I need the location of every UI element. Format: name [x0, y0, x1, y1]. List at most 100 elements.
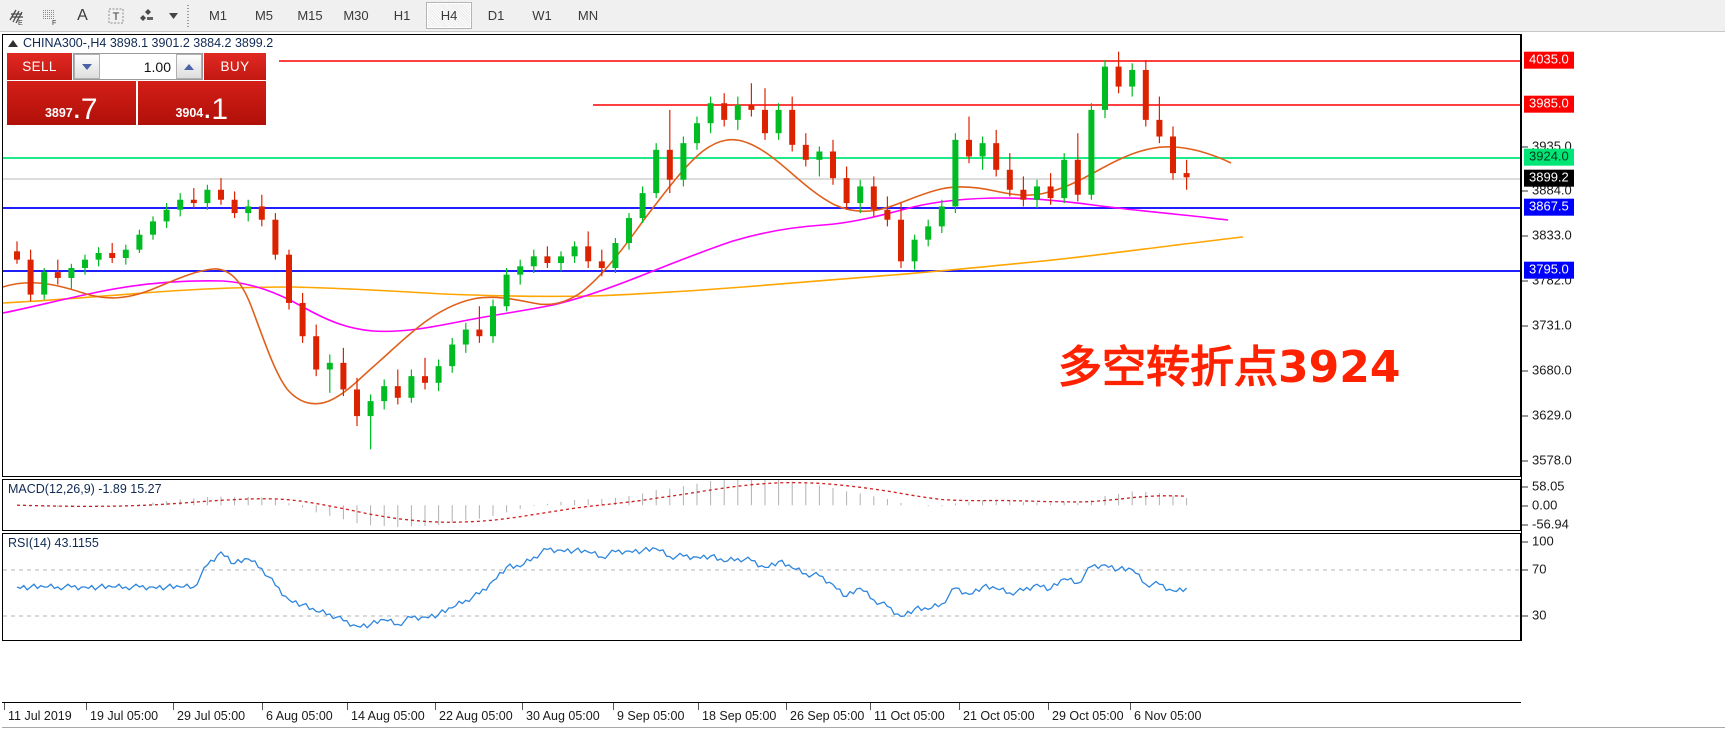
- time-label: 14 Aug 05:00: [351, 709, 425, 723]
- rsi-label: RSI(14) 43.1155: [8, 536, 99, 550]
- indicators-icon[interactable]: E: [0, 1, 33, 30]
- candle-body: [41, 272, 48, 295]
- one-click-trading-panel[interactable]: SELL 1.00 BUY 3897 . 7 3904 . 1: [7, 53, 266, 125]
- sell-price-display[interactable]: 3897 . 7: [7, 81, 136, 125]
- rsi-tick: 70: [1522, 562, 1546, 577]
- macd-tick: -56.94: [1522, 517, 1569, 532]
- candle-body: [27, 259, 34, 295]
- chart-annotation-text: 多空转折点3924: [1058, 342, 1401, 393]
- timeframe-w1[interactable]: W1: [532, 8, 552, 23]
- candle-body: [979, 143, 986, 157]
- time-tick: [522, 703, 523, 710]
- candle-body: [204, 189, 211, 204]
- price-tick: 3833.0: [1522, 228, 1572, 243]
- candle-body: [394, 386, 401, 398]
- time-label: 6 Nov 05:00: [1134, 709, 1202, 723]
- time-tick: [86, 703, 87, 710]
- candle-body: [272, 219, 279, 255]
- candle-body: [1074, 159, 1081, 195]
- objects-icon[interactable]: [132, 1, 165, 30]
- candle-body: [612, 243, 619, 268]
- buy-price-display[interactable]: 3904 . 1: [137, 81, 266, 125]
- candle-body: [245, 206, 252, 214]
- time-label: 21 Oct 05:00: [963, 709, 1035, 723]
- timeframe-m5[interactable]: M5: [254, 8, 274, 23]
- macd-indicator-panel[interactable]: MACD(12,26,9) -1.89 15.27: [2, 479, 1521, 531]
- candle-body: [1156, 119, 1163, 137]
- price-level-tag[interactable]: 3985.0: [1524, 95, 1574, 113]
- ma-slow-line: [3, 236, 1244, 304]
- buy-button[interactable]: BUY: [204, 53, 266, 80]
- price-level-tag[interactable]: 3899.2: [1524, 169, 1574, 187]
- price-level-tag[interactable]: 3867.5: [1524, 198, 1574, 216]
- candle-body: [857, 186, 864, 204]
- crosshair-grid-icon[interactable]: F: [33, 1, 66, 30]
- rsi-canvas: [3, 546, 1520, 629]
- text-box-icon[interactable]: T: [99, 1, 132, 30]
- price-level-tag[interactable]: 3924.0: [1524, 148, 1574, 166]
- candle-body: [558, 256, 564, 263]
- candle-body: [707, 103, 714, 124]
- price-tick: 3629.0: [1522, 408, 1572, 423]
- time-label: 11 Jul 2019: [8, 709, 72, 723]
- time-tick: [347, 703, 348, 710]
- timeframe-mn[interactable]: MN: [577, 8, 599, 23]
- candle-body: [367, 401, 374, 417]
- time-tick: [698, 703, 699, 710]
- candle-body: [1115, 66, 1122, 87]
- volume-input[interactable]: 1.00: [100, 54, 176, 79]
- price-scale[interactable]: 3935.0 3884.0 3833.0 3782.0 3731.0 3680.0 3629…: [1521, 34, 1725, 641]
- time-tick: [435, 703, 436, 710]
- time-label: 29 Oct 05:00: [1052, 709, 1124, 723]
- rsi-indicator-panel[interactable]: RSI(14) 43.1155: [2, 533, 1521, 641]
- collapse-triangle-icon[interactable]: [8, 39, 18, 47]
- candle-body: [163, 209, 170, 222]
- candle-body: [830, 151, 836, 179]
- chart-toolbar: E: [0, 0, 1725, 32]
- candle-body: [517, 266, 524, 275]
- svg-text:F: F: [52, 20, 56, 26]
- timeframe-h4[interactable]: H4: [426, 2, 472, 29]
- candle-body: [340, 362, 347, 390]
- candle-body: [190, 199, 197, 204]
- macd-signal-line: [16, 481, 1187, 523]
- timeframe-h1[interactable]: H1: [393, 8, 411, 23]
- time-tick: [1130, 703, 1131, 710]
- time-label: 26 Sep 05:00: [790, 709, 865, 723]
- candle-body: [422, 376, 428, 383]
- volume-decrease-button[interactable]: [74, 54, 100, 79]
- volume-stepper[interactable]: 1.00: [73, 53, 203, 80]
- candle-body: [626, 218, 632, 244]
- timeframe-m1[interactable]: M1: [208, 8, 228, 23]
- objects-dropdown-caret-icon[interactable]: [165, 1, 181, 30]
- rsi-tick: 30: [1522, 608, 1546, 623]
- candle-body: [911, 239, 918, 262]
- price-chart-canvas: [3, 51, 1520, 450]
- timeframe-d1[interactable]: D1: [487, 8, 505, 23]
- volume-increase-button[interactable]: [176, 54, 202, 79]
- text-label-icon[interactable]: A: [77, 6, 88, 24]
- symbol-quote-line: CHINA300-,H4 3898.1 3901.2 3884.2 3899.2: [8, 36, 273, 50]
- time-label: 30 Aug 05:00: [526, 709, 600, 723]
- candle-body: [571, 246, 578, 257]
- candle-body: [136, 234, 143, 250]
- candle-body: [938, 206, 945, 227]
- time-label: 6 Aug 05:00: [266, 709, 333, 723]
- main-price-chart[interactable]: 多空转折点3924: [2, 34, 1521, 477]
- candle-body: [734, 104, 741, 120]
- candle-body: [258, 206, 265, 220]
- timeframe-m15[interactable]: M15: [297, 8, 323, 23]
- candle-body: [1020, 189, 1027, 200]
- candle-body: [816, 151, 823, 160]
- time-label: 19 Jul 05:00: [90, 709, 159, 723]
- time-tick: [4, 703, 5, 710]
- sell-button[interactable]: SELL: [7, 53, 72, 80]
- price-level-tag[interactable]: 4035.0: [1524, 51, 1574, 69]
- candle-body: [748, 104, 755, 110]
- time-axis[interactable]: 11 Jul 2019 19 Jul 05:00 29 Jul 05:00 6 Aug…: [2, 702, 1521, 742]
- candle-body: [721, 103, 728, 120]
- timeframe-m30[interactable]: M30: [343, 8, 369, 23]
- candle-body: [490, 306, 496, 337]
- price-level-tag[interactable]: 3795.0: [1524, 261, 1574, 279]
- time-label: 22 Aug 05:00: [439, 709, 513, 723]
